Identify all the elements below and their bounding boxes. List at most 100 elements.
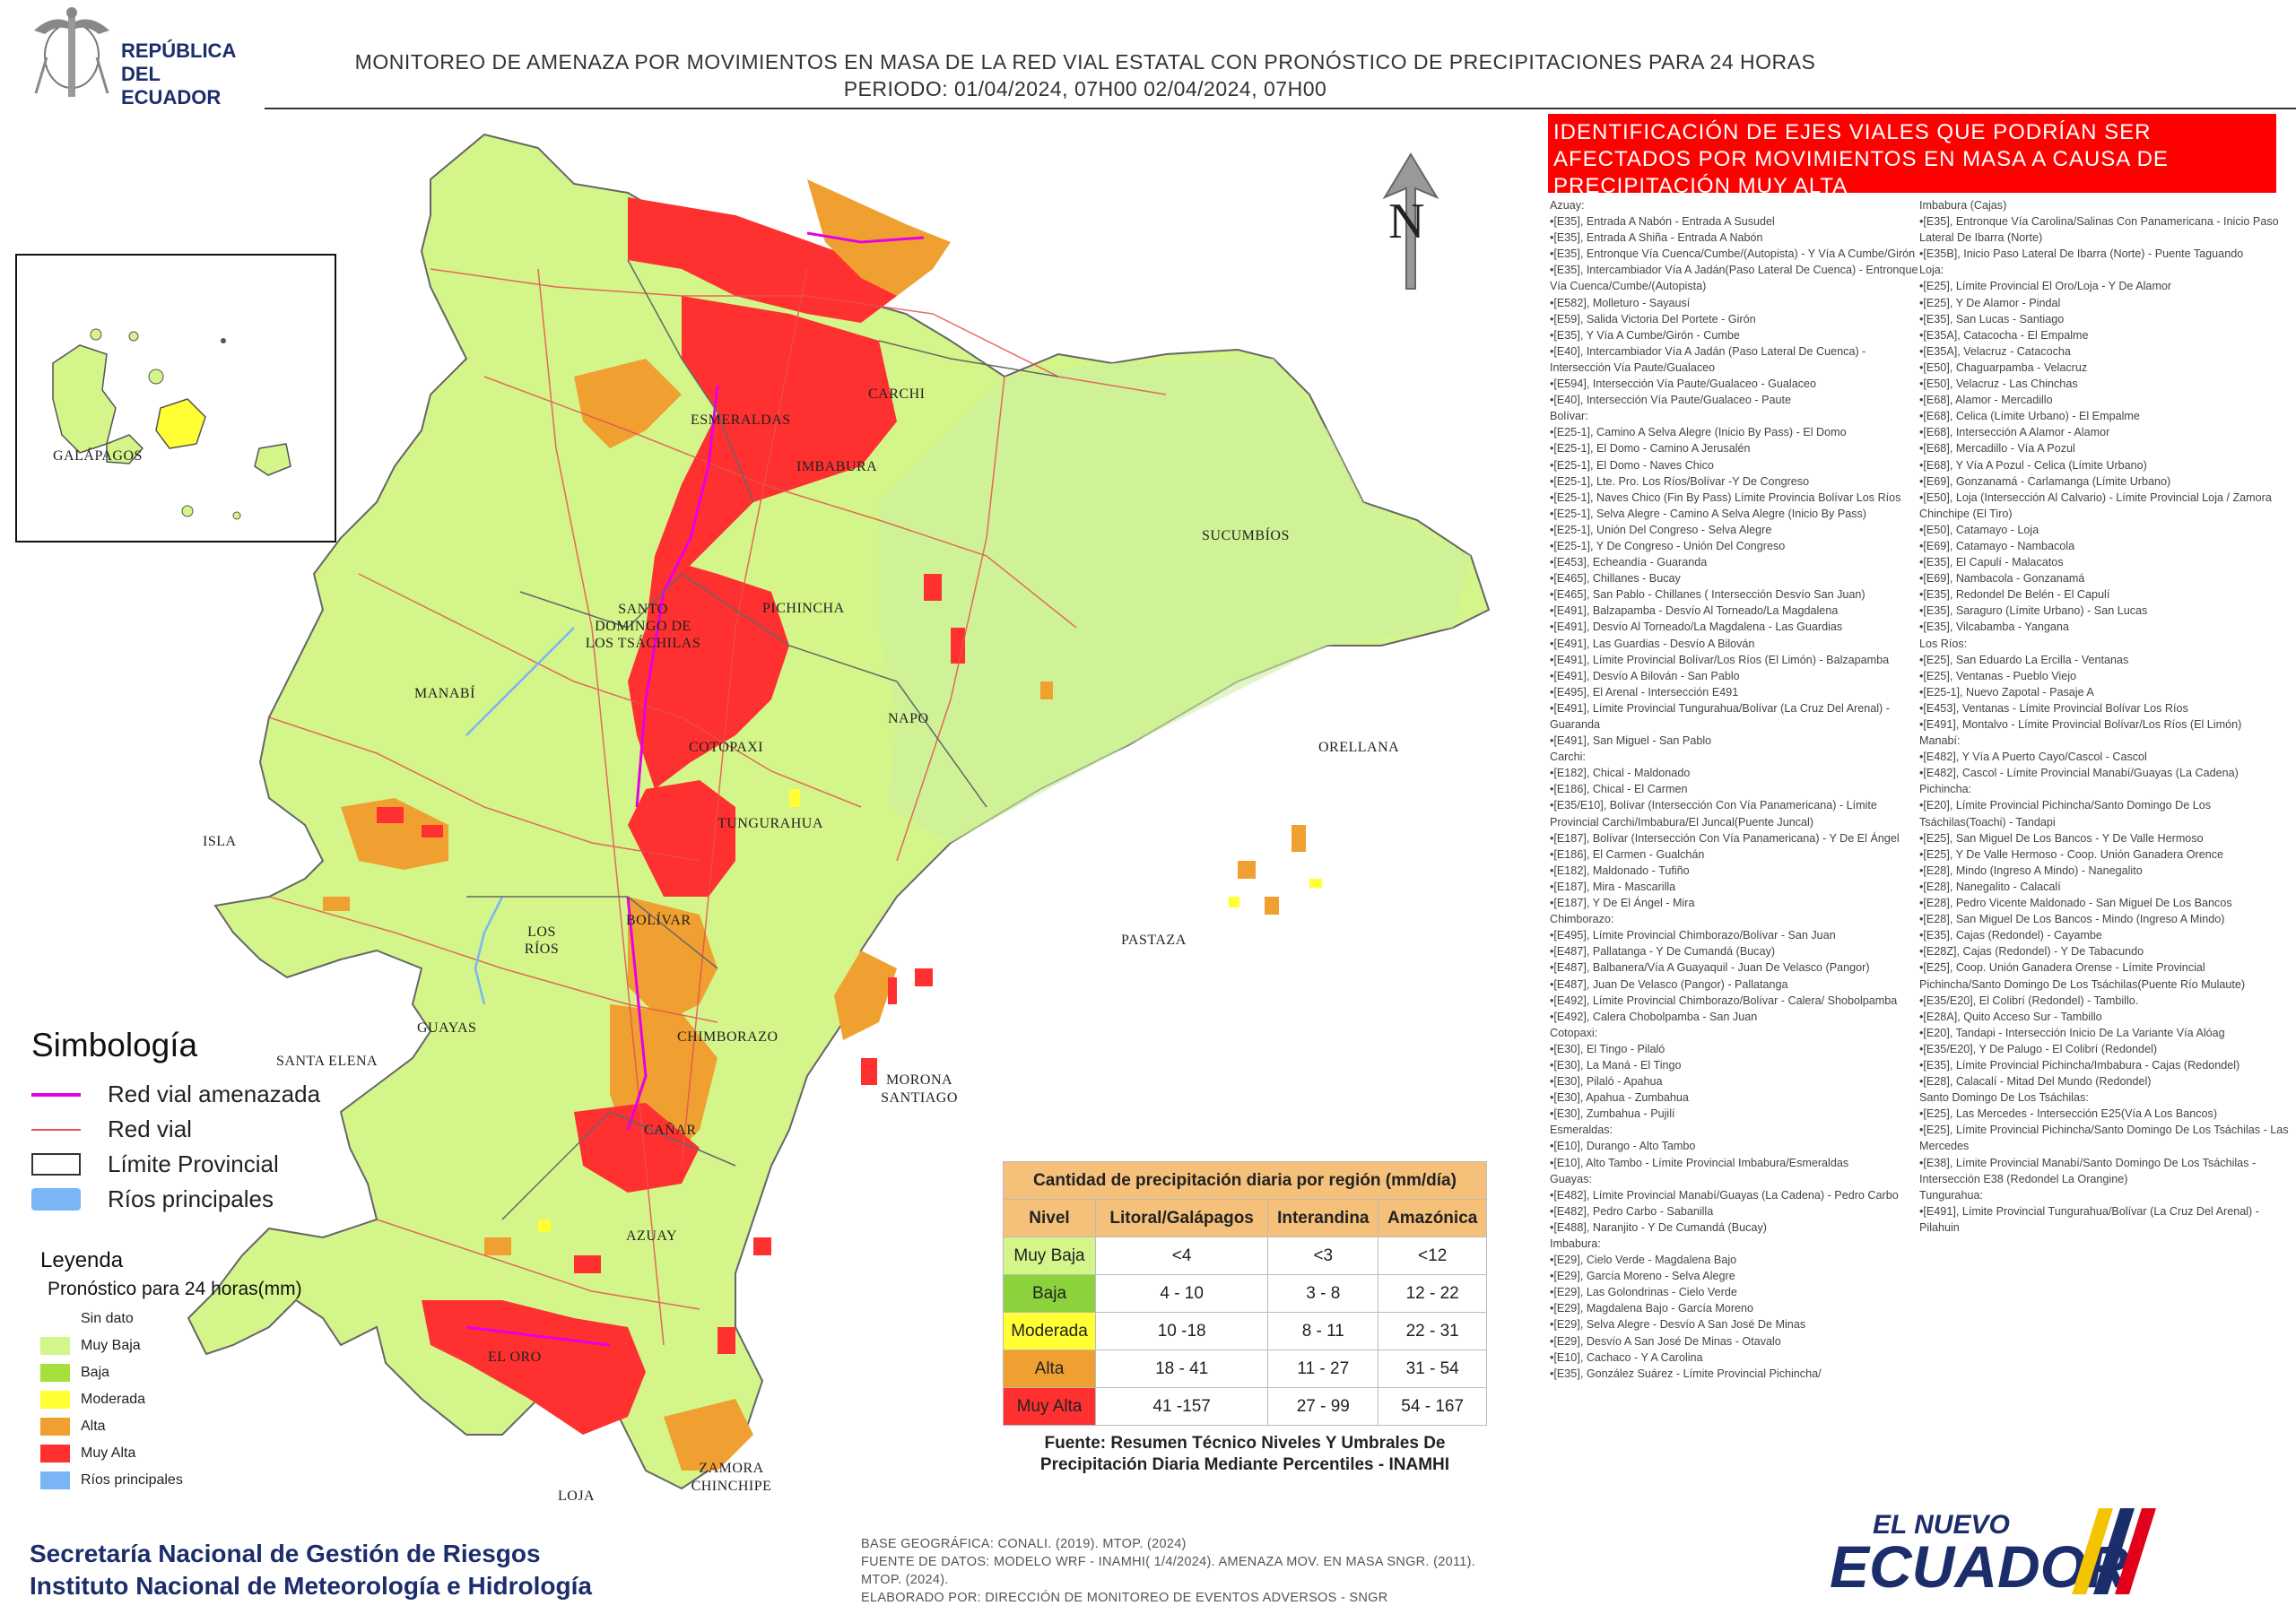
- table-cell: 41 -157: [1095, 1387, 1269, 1426]
- road-item: •[E59], Salida Victoria Del Portete - Gi…: [1550, 312, 1756, 325]
- road-item: •[E30], Pilaló - Apahua: [1550, 1075, 1663, 1089]
- province-heading: Guayas:: [1550, 1172, 1592, 1185]
- road-item: •[E29], Las Golondrinas - Cielo Verde: [1550, 1286, 1737, 1299]
- province-label: PICHINCHA: [762, 601, 845, 616]
- legend-item: Red vial: [31, 1112, 372, 1147]
- road-item: •[E30], Zumbahua - Pujilí: [1550, 1107, 1675, 1121]
- road-item: •[E29], Desvío A San José De Minas - Ota…: [1550, 1334, 1781, 1348]
- legend-item: Moderada: [40, 1386, 363, 1413]
- road-item: •[E30], Apahua - Zumbahua: [1550, 1091, 1689, 1105]
- province-heading: Pichincha:: [1919, 783, 1972, 796]
- table-header: Litoral/Galápagos: [1095, 1199, 1269, 1237]
- road-item: •[E35], El Capulí - Malacatos: [1919, 556, 2064, 569]
- river-symbol: [31, 1188, 81, 1211]
- road-item: •[E25-1], El Domo - Camino A Jerusalén: [1550, 442, 1751, 456]
- province-label: ZAMORA CHINCHIPE: [691, 1461, 772, 1494]
- road-item: •[E25-1], Y De Congreso - Unión Del Cong…: [1550, 539, 1786, 552]
- road-item: •[E20], Tandapi - Intersección Inicio De…: [1919, 1026, 2225, 1039]
- header-divider: [265, 108, 2296, 109]
- province-label: BOLÍVAR: [626, 913, 691, 928]
- legend-item: Ríos principales: [40, 1467, 363, 1494]
- road-item: •[E25], Límite Provincial El Oro/Loja - …: [1919, 280, 2172, 293]
- road-item: •[E491], Límite Provincial Tungurahua/Bo…: [1919, 1204, 2259, 1234]
- table-cell: <12: [1378, 1237, 1487, 1275]
- road-item: •[E35], Límite Provincial Pichincha/Imba…: [1919, 1058, 2240, 1072]
- road-item: •[E28], Nanegalito - Calacalí: [1919, 880, 2061, 893]
- road-item: •[E25-1], Naves Chico (Fin By Pass) Lími…: [1550, 490, 1901, 504]
- road-item: •[E28], Pedro Vicente Maldonado - San Mi…: [1919, 897, 2232, 910]
- boundary-symbol: [31, 1153, 81, 1176]
- road-item: •[E453], Ventanas - Límite Provincial Bo…: [1919, 701, 2188, 715]
- road-item: •[E69], Gonzanamá - Carlamanga (Límite U…: [1919, 474, 2171, 488]
- road-item: •[E35], Redondel De Belén - El Capulí: [1919, 588, 2110, 602]
- table-cell: 3 - 8: [1267, 1274, 1379, 1313]
- table-cell: 10 -18: [1095, 1312, 1269, 1350]
- base-info: BASE GEOGRÁFICA: CONALI. (2019). MTOP. (…: [861, 1535, 1507, 1607]
- legend-label: Límite Provincial: [108, 1150, 279, 1177]
- road-item: •[E40], Intercambiador Vía A Jadán (Paso…: [1550, 344, 1866, 374]
- road-item: •[E491], Las Guardias - Desvío A Bilován: [1550, 637, 1755, 650]
- table-cell: 31 - 54: [1378, 1350, 1487, 1388]
- road-item: •[E594], Intersección Vía Paute/Gualaceo…: [1550, 378, 1817, 391]
- road-item: •[E495], El Arenal - Intersección E491: [1550, 685, 1739, 699]
- road-item: •[E35/E10], Bolívar (Intersección Con Ví…: [1550, 799, 1877, 829]
- road-item: •[E492], Límite Provincial Chimborazo/Bo…: [1550, 994, 1898, 1007]
- province-label: AZUAY: [626, 1228, 678, 1244]
- table-header: Amazónica: [1378, 1199, 1487, 1237]
- province-label: CAÑAR: [644, 1123, 697, 1138]
- province-label: NAPO: [888, 711, 929, 726]
- legend-item: Ríos principales: [31, 1182, 372, 1217]
- road-item: •[E491], Desvío Al Torneado/La Magdalena…: [1550, 621, 1843, 634]
- road-item: •[E465], Chillanes - Bucay: [1550, 572, 1681, 586]
- level-cell: Baja: [1002, 1274, 1097, 1313]
- road-item: •[E25-1], Unión Del Congreso - Selva Ale…: [1550, 523, 1772, 536]
- threatened-road-symbol: [31, 1092, 81, 1097]
- road-item: •[E68], Alamor - Mercadillo: [1919, 394, 2053, 407]
- road-item: •[E487], Pallatanga - Y De Cumandá (Buca…: [1550, 945, 1776, 959]
- road-item: •[E488], Naranjito - Y De Cumandá (Bucay…: [1550, 1220, 1767, 1234]
- table-row: Alta 18 - 41 11 - 27 31 - 54: [1002, 1350, 1487, 1388]
- road-item: •[E35/E20], Y De Palugo - El Colibrí (Re…: [1919, 1042, 2158, 1055]
- road-item: •[E491], Límite Provincial Bolívar/Los R…: [1550, 653, 1890, 666]
- province-heading: Imbabura:: [1550, 1237, 1601, 1250]
- road-item: •[E25], Límite Provincial Pichincha/Sant…: [1919, 1124, 2289, 1153]
- road-item: •[E453], Echeandía - Guaranda: [1550, 556, 1708, 569]
- road-item: •[E495], Límite Provincial Chimborazo/Bo…: [1550, 929, 1836, 942]
- province-label: SANTO DOMINGO DE LOS TSÁCHILAS: [585, 602, 701, 651]
- north-label: N: [1388, 194, 1425, 249]
- province-heading: Loja:: [1919, 264, 1944, 277]
- base-line: FUENTE DE DATOS: MODELO WRF - INAMHI( 1/…: [861, 1555, 1476, 1587]
- galapagos-label: GALÁPAGOS: [53, 448, 143, 464]
- province-heading: Chimborazo:: [1550, 913, 1614, 926]
- road-item: •[E68], Celica (Límite Urbano) - El Empa…: [1919, 410, 2140, 423]
- table-header: Nivel: [1002, 1199, 1097, 1237]
- province-label: IMBABURA: [796, 459, 878, 474]
- swatch: [40, 1391, 70, 1409]
- precipitation-table: Cantidad de precipitación diaria por reg…: [1002, 1161, 1487, 1426]
- legend-label: Ríos principales: [81, 1472, 183, 1488]
- province-label: LOS RÍOS: [524, 924, 560, 957]
- province-label: EL ORO: [488, 1350, 542, 1365]
- road-item: •[E35], Y Vía A Cumbe/Girón - Cumbe: [1550, 328, 1740, 342]
- road-item: •[E482], Y Vía A Puerto Cayo/Cascol - Ca…: [1919, 751, 2147, 764]
- legend-label: Red vial: [108, 1115, 192, 1142]
- road-item: •[E25], Ventanas - Pueblo Viejo: [1919, 669, 2077, 682]
- el-nuevo-ecuador-logo: EL NUEVO ECUADOR: [1830, 1508, 2156, 1600]
- legend-label: Baja: [81, 1365, 110, 1380]
- swatch: [40, 1310, 70, 1328]
- road-item: •[E25], San Miguel De Los Bancos - Y De …: [1919, 831, 2204, 845]
- level-cell: Moderada: [1002, 1312, 1097, 1350]
- road-item: •[E482], Límite Provincial Manabí/Guayas…: [1550, 1188, 1899, 1202]
- road-item: •[E186], El Carmen - Gualchán: [1550, 847, 1705, 861]
- road-item: •[E482], Cascol - Límite Provincial Mana…: [1919, 767, 2239, 780]
- galapagos-islands: [52, 328, 291, 520]
- table-cell: 27 - 99: [1267, 1387, 1379, 1426]
- road-item: •[E40], Intersección Vía Paute/Gualaceo …: [1550, 394, 1792, 407]
- road-item: •[E28], Mindo (Ingreso A Mindo) - Nanega…: [1919, 864, 2143, 877]
- province-heading: Bolívar:: [1550, 410, 1588, 423]
- country-name: REPÚBLICA DEL ECUADOR: [121, 39, 237, 108]
- road-item: •[E35], Entrada A Shiña - Entrada A Nabó…: [1550, 231, 1763, 245]
- table-row: Baja 4 - 10 3 - 8 12 - 22: [1002, 1274, 1487, 1313]
- road-item: •[E25], Coop. Unión Ganadera Orense - Lí…: [1919, 961, 2246, 991]
- swatch: [40, 1337, 70, 1355]
